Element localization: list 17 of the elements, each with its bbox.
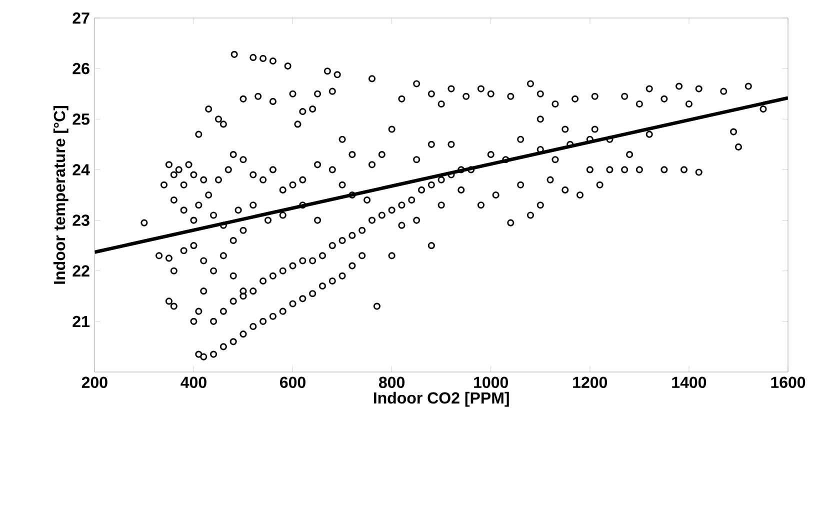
y-tick-label: 24 xyxy=(72,164,90,176)
x-tick-label: 1600 xyxy=(771,376,806,388)
x-tick-label: 1000 xyxy=(474,376,508,388)
y-tick-label: 21 xyxy=(72,316,90,328)
x-tick-label: 800 xyxy=(378,376,404,388)
y-tick-label: 26 xyxy=(72,62,90,74)
x-tick-label: 200 xyxy=(82,376,108,388)
y-tick-label: 23 xyxy=(72,214,90,226)
y-tick-label: 27 xyxy=(72,12,90,24)
x-tick-label: 1200 xyxy=(573,376,608,388)
y-tick-label: 22 xyxy=(72,265,90,276)
x-tick-label: 400 xyxy=(180,376,206,388)
x-tick-label: 1400 xyxy=(672,376,706,388)
y-tick-label: 25 xyxy=(72,113,90,125)
x-tick-label: 600 xyxy=(280,376,306,388)
x-axis-title: Indoor CO2 [PPM] xyxy=(374,392,509,407)
y-axis-title: Indoor temperature [°C] xyxy=(53,106,68,284)
